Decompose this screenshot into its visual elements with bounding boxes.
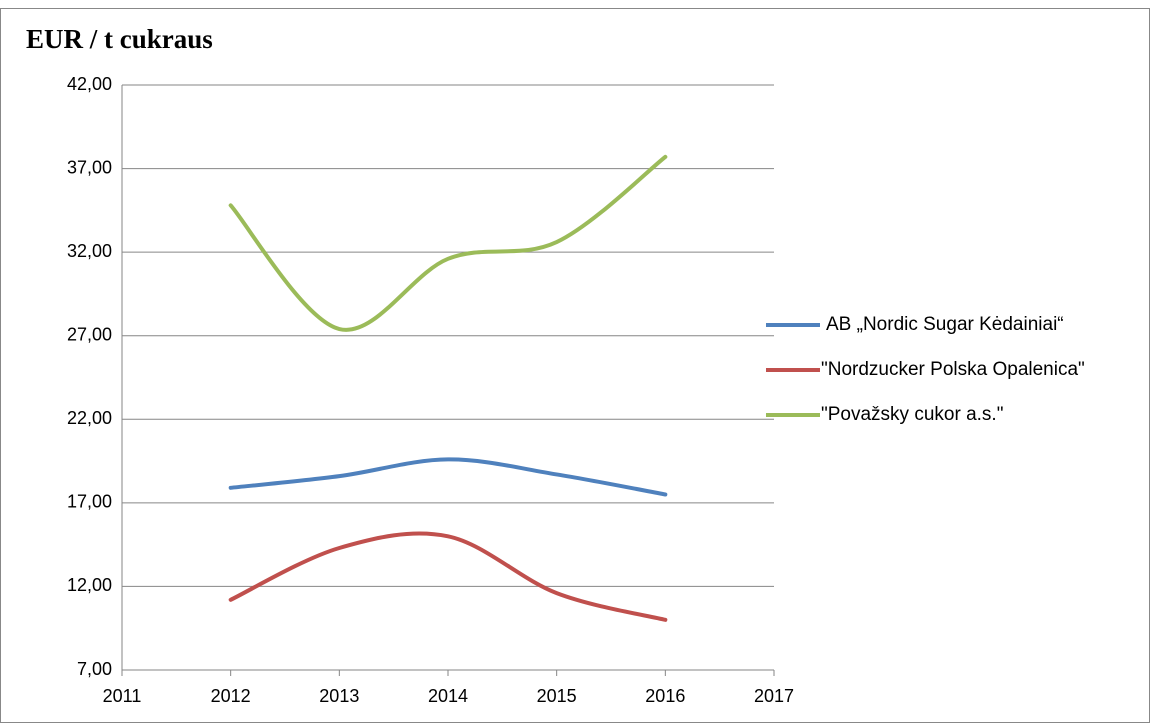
x-tick-label: 2014 [428, 686, 468, 706]
y-tick-label: 32,00 [67, 241, 112, 261]
legend-label: AB „Nordic Sugar Kėdainiai“ [826, 314, 1064, 335]
y-tick-label: 17,00 [67, 492, 112, 512]
x-tick-label: 2015 [537, 686, 577, 706]
series-line [228, 457, 668, 497]
legend-label: "Nordzucker Polska Opalenica" [821, 359, 1085, 380]
x-tick-label: 2017 [754, 686, 794, 706]
series-line [228, 154, 668, 332]
x-tick-label: 2011 [103, 686, 142, 706]
y-tick-label: 12,00 [67, 575, 112, 595]
y-tick-label: 37,00 [67, 157, 112, 177]
y-tick-label: 7,00 [77, 659, 112, 679]
legend-label: "Považsky cukor a.s." [821, 404, 1003, 425]
y-tick-label: 22,00 [67, 408, 112, 428]
x-tick-label: 2016 [645, 686, 685, 706]
x-tick-label: 2012 [211, 686, 251, 706]
series-line [228, 531, 668, 622]
y-tick-label: 42,00 [67, 74, 112, 94]
chart-title: EUR / t cukraus [26, 24, 213, 54]
y-tick-label: 27,00 [67, 324, 112, 344]
x-tick-label: 2013 [319, 686, 359, 706]
